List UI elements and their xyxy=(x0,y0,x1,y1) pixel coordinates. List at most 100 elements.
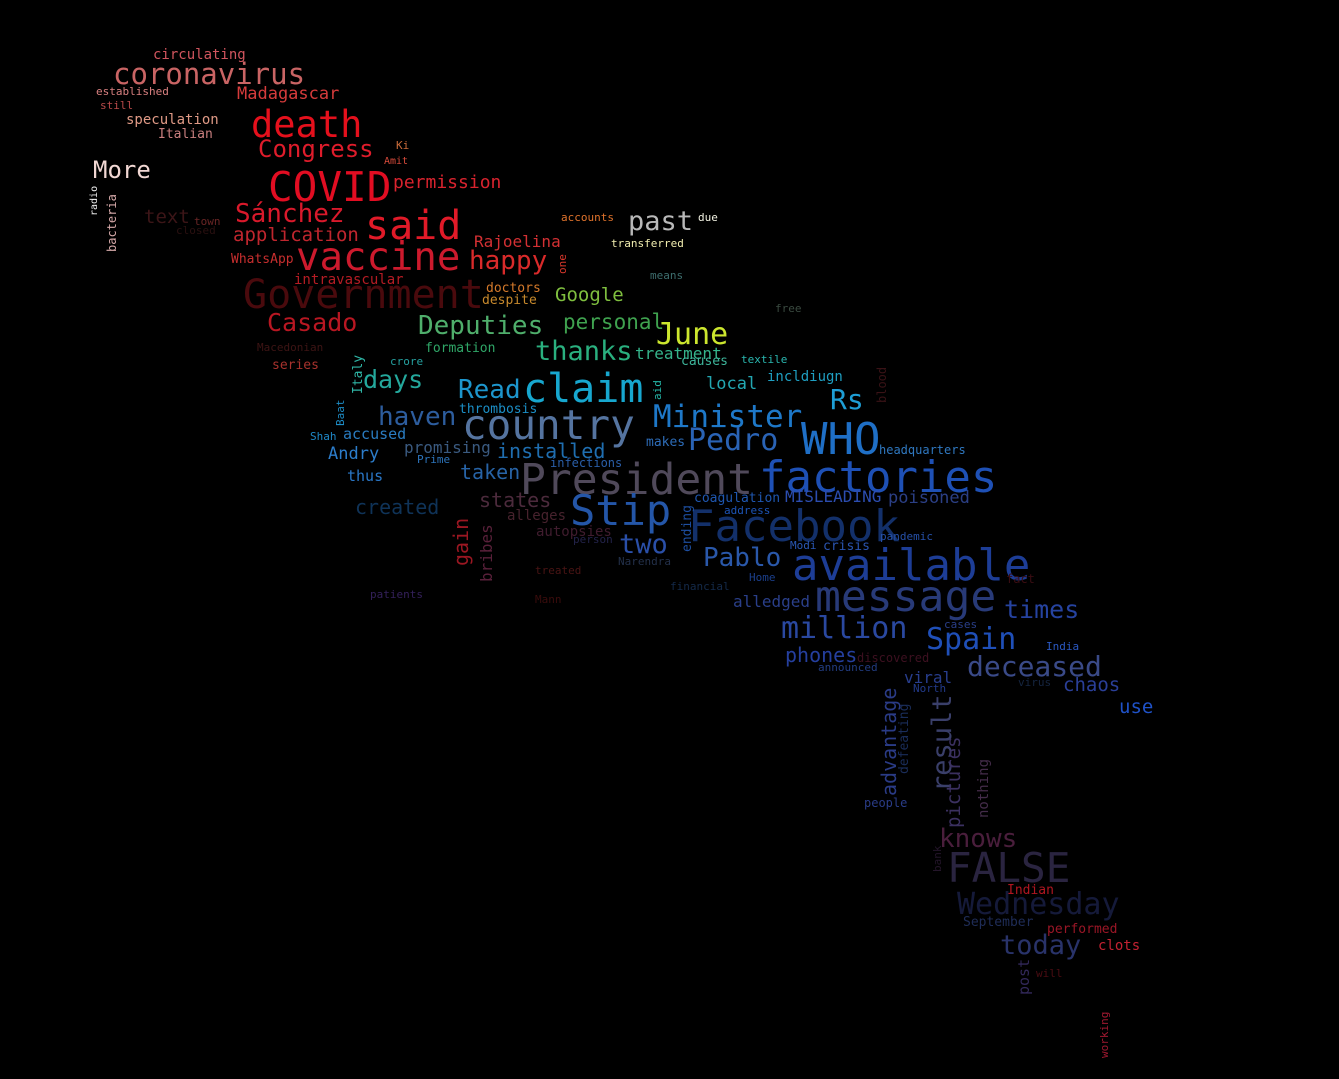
word: haven xyxy=(378,402,457,432)
word: free xyxy=(775,302,802,315)
word: installed xyxy=(497,439,606,463)
word: Google xyxy=(555,284,624,306)
word: Madagascar xyxy=(237,84,340,104)
word: states xyxy=(479,488,552,512)
word: permission xyxy=(393,172,502,193)
word: Narendra xyxy=(618,555,671,568)
word: headquarters xyxy=(879,443,966,457)
word: WhatsApp xyxy=(231,252,294,267)
word: claim xyxy=(523,366,644,412)
word: treatment xyxy=(635,344,722,363)
word: June xyxy=(656,317,729,352)
word: phones xyxy=(785,643,858,667)
word: Shah xyxy=(310,430,337,443)
word: performed xyxy=(1047,922,1118,937)
word: crore xyxy=(390,355,424,368)
word: deceased xyxy=(967,650,1102,683)
word: text xyxy=(144,206,190,228)
word: incldiugn xyxy=(767,369,843,385)
word: means xyxy=(650,269,684,282)
word: accused xyxy=(343,425,407,443)
word: thanks xyxy=(535,336,633,367)
word: happy xyxy=(469,246,548,276)
word: days xyxy=(363,365,424,394)
word: million xyxy=(781,611,908,646)
word: alledged xyxy=(733,592,811,611)
word: Italian xyxy=(158,127,213,142)
word: death xyxy=(251,103,363,146)
word: accounts xyxy=(561,211,614,224)
word: speculation xyxy=(126,112,219,128)
word: country xyxy=(462,401,635,449)
word: people xyxy=(864,796,908,810)
word: thus xyxy=(347,467,384,485)
word: local xyxy=(706,374,758,394)
word: coronavirus xyxy=(113,57,306,91)
word: Prime xyxy=(417,453,451,466)
word: person xyxy=(573,533,613,546)
word: Minister xyxy=(653,399,803,435)
word: coagulation xyxy=(694,491,781,506)
word: Casado xyxy=(267,308,358,337)
word: bank xyxy=(931,845,944,873)
word: clots xyxy=(1098,938,1141,954)
word: virus xyxy=(1018,676,1052,689)
word: working xyxy=(1098,1011,1111,1058)
word: formation xyxy=(425,341,496,356)
word: Rajoelina xyxy=(474,232,561,251)
word: Amit xyxy=(384,156,409,167)
word: pictures xyxy=(943,736,965,828)
word: patients xyxy=(370,588,423,601)
word: Pedro xyxy=(688,423,779,458)
word: post xyxy=(1015,958,1033,995)
word: thrombosis xyxy=(459,402,538,417)
word: crisis xyxy=(823,539,870,554)
word: radio xyxy=(89,185,100,216)
word: message xyxy=(815,572,997,622)
word: chaos xyxy=(1063,674,1121,696)
word: gain xyxy=(449,517,473,566)
word: promising xyxy=(404,438,491,457)
word: due xyxy=(698,211,718,224)
word: one xyxy=(556,254,569,274)
word: Rs xyxy=(830,383,864,416)
word: Home xyxy=(749,571,776,584)
word: available xyxy=(792,540,1031,591)
word: Pablo xyxy=(703,543,782,573)
word: autopsies xyxy=(536,524,612,540)
word: nothing xyxy=(976,758,992,818)
word: vaccine xyxy=(296,235,461,280)
word: bribes xyxy=(477,524,496,582)
word: fact xyxy=(1006,572,1035,586)
word: said xyxy=(365,203,462,249)
word: Government xyxy=(243,272,484,318)
word: established xyxy=(96,85,169,98)
word: North xyxy=(913,682,947,695)
word: bacteria xyxy=(105,194,119,252)
word: Spain xyxy=(926,622,1017,657)
word: closed xyxy=(176,224,216,237)
word: COVID xyxy=(268,163,392,211)
word: created xyxy=(355,495,440,519)
word: aid xyxy=(651,380,664,400)
word: More xyxy=(93,156,151,184)
word: still xyxy=(100,99,134,112)
word: India xyxy=(1046,640,1080,653)
word: despite xyxy=(482,293,537,308)
word: infections xyxy=(550,456,623,470)
word: advantage xyxy=(877,687,901,796)
word: treated xyxy=(535,564,582,577)
word: makes xyxy=(646,435,686,450)
word: Indian xyxy=(1007,883,1054,898)
word: Modi xyxy=(790,539,817,552)
word: MISLEADING xyxy=(785,487,882,506)
word: WHO xyxy=(801,414,881,465)
word: Macedonian xyxy=(257,341,324,354)
word: intravascular xyxy=(294,272,404,288)
word: series xyxy=(272,358,319,373)
word: two xyxy=(619,529,668,560)
word: Ki xyxy=(396,139,410,152)
word: Mann xyxy=(535,593,562,606)
word: Facebook xyxy=(688,501,900,552)
